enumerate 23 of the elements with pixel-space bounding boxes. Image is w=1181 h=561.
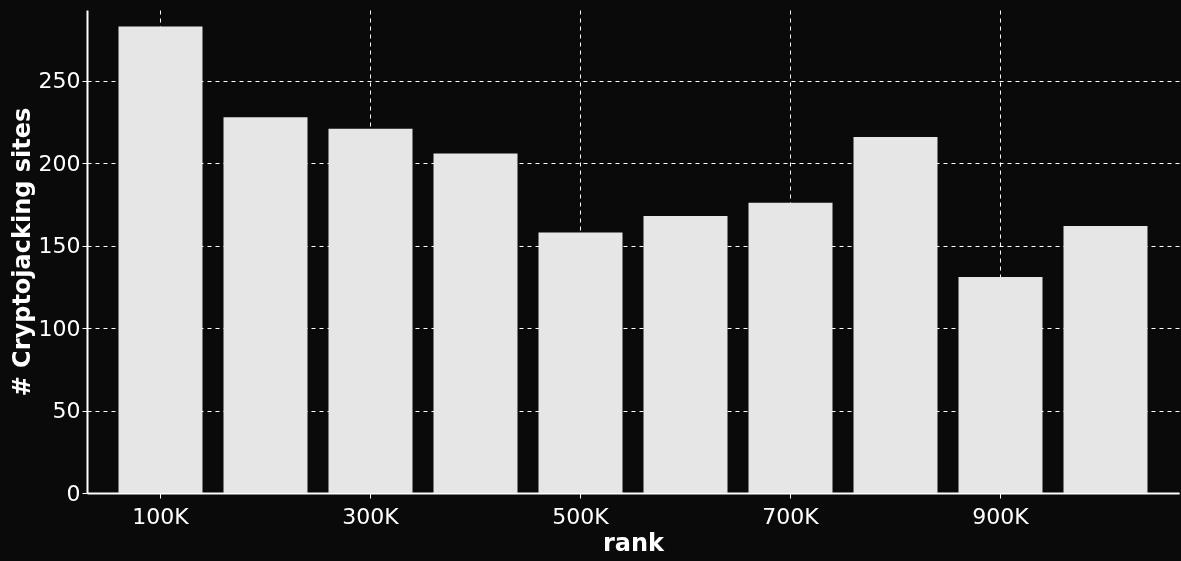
y-tick-label: 200: [38, 150, 81, 176]
y-tick-label: 250: [38, 68, 81, 94]
bar: [433, 153, 518, 493]
x-tick-label: 100K: [132, 503, 190, 529]
y-tick-label: 0: [66, 480, 81, 506]
x-tick-label: 700K: [762, 503, 820, 529]
bar: [223, 117, 308, 493]
y-axis-title: # Cryptojacking sites: [7, 107, 36, 397]
bar: [643, 216, 728, 493]
bar: [328, 128, 413, 493]
bar: [1063, 225, 1148, 493]
x-tick-label: 300K: [342, 503, 400, 529]
bar: [538, 232, 623, 493]
y-tick-label: 100: [38, 315, 81, 341]
x-tick-label: 900K: [972, 503, 1030, 529]
x-tick-label: 500K: [552, 503, 610, 529]
bar: [118, 26, 203, 493]
y-tick-label: 50: [52, 398, 81, 424]
bar: [748, 202, 833, 493]
x-axis-title: rank: [602, 528, 666, 557]
y-tick-label: 150: [38, 233, 81, 259]
bar: [853, 136, 938, 493]
bar: [958, 277, 1043, 493]
